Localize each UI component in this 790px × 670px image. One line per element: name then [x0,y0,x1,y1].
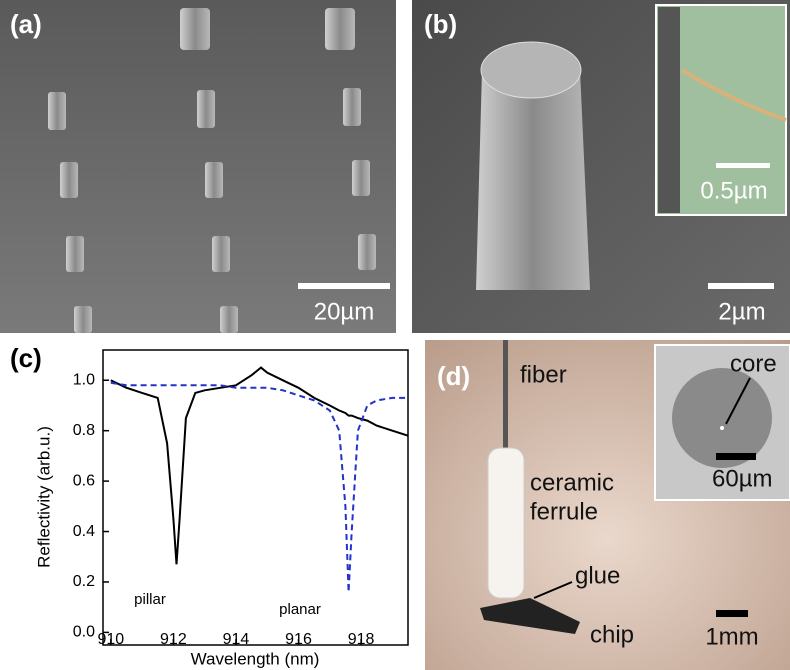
scale-bar-label: 1mm [705,623,758,650]
x-tick-label: 910 [97,631,124,648]
y-tick-label: 0.0 [73,624,95,641]
scale-bar-label: 60µm [712,465,773,492]
panel-c: (c) Wavelength (nm) Reflectivity (arb.u.… [10,343,408,669]
ferrule [488,448,524,598]
figure: (a) 20µm 0.5µm (b) 2µm (c) Wavelength (n… [0,0,790,670]
fiber [503,340,508,452]
series-line [111,368,408,565]
annotation: ceramic [530,469,614,496]
y-tick-label: 1.0 [73,371,95,388]
annotation: core [730,350,777,377]
annotation: fiber [520,361,567,388]
annotation: pillar [134,591,166,608]
y-tick-label: 0.6 [73,472,95,489]
pillar [476,70,590,290]
scale-bar [716,163,770,168]
x-tick-label: 918 [348,631,375,648]
inset-edge [658,7,680,213]
x-axis-title: Wavelength (nm) [191,649,320,668]
panel-label: (b) [424,9,457,39]
core [720,426,724,430]
panel-b: 0.5µm (b) 2µm [412,0,790,333]
scale-bar [708,283,774,289]
panel-label: (d) [437,361,470,391]
x-tick-label: 912 [160,631,187,648]
annotation: ferrule [530,498,598,525]
series-line [111,383,408,592]
scale-bar [716,610,748,617]
y-tick-label: 0.2 [73,573,95,590]
scale-bar-label: 0.5µm [700,177,767,204]
y-axis-title: Reflectivity (arb.u.) [34,426,53,568]
panel-label: (c) [10,343,42,373]
page: {"panels": { "a": {"label": "(a)", "scal… [0,0,790,670]
y-tick-label: 0.4 [73,523,95,540]
scale-bar [298,283,390,289]
scale-bar-label: 2µm [718,298,765,325]
pillar-top [481,42,581,98]
panel-a: (a) 20µm [0,0,396,333]
scale-bar [716,453,756,460]
y-tick-label: 0.8 [73,422,95,439]
panel-d: (d) fiber ceramic ferrule glue chip 1mm … [425,340,790,670]
scale-bar-label: 20µm [314,298,375,325]
panel-label: (a) [10,9,42,39]
annotation: chip [590,621,634,648]
annotation: glue [575,562,620,589]
x-tick-label: 916 [285,631,312,648]
annotation: planar [279,601,321,618]
x-tick-label: 914 [223,631,250,648]
